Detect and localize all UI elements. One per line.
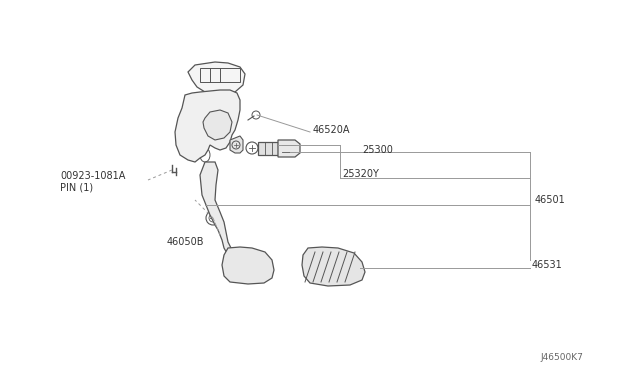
Text: 46520A: 46520A <box>313 125 351 135</box>
Text: J46500K7: J46500K7 <box>540 353 583 362</box>
Polygon shape <box>222 247 274 284</box>
Polygon shape <box>302 247 365 286</box>
Text: 46050B: 46050B <box>166 237 204 247</box>
Text: 46501: 46501 <box>535 195 566 205</box>
Polygon shape <box>175 90 240 162</box>
Polygon shape <box>203 110 232 140</box>
Text: 25300: 25300 <box>362 145 393 155</box>
Text: 00923-1081A: 00923-1081A <box>60 171 125 181</box>
Polygon shape <box>230 136 243 153</box>
Text: 46531: 46531 <box>532 260 563 270</box>
Polygon shape <box>188 62 245 94</box>
Text: 25320Y: 25320Y <box>342 169 379 179</box>
Polygon shape <box>278 140 300 157</box>
Polygon shape <box>200 162 236 260</box>
Polygon shape <box>258 142 278 155</box>
Text: PIN (1): PIN (1) <box>60 183 93 193</box>
